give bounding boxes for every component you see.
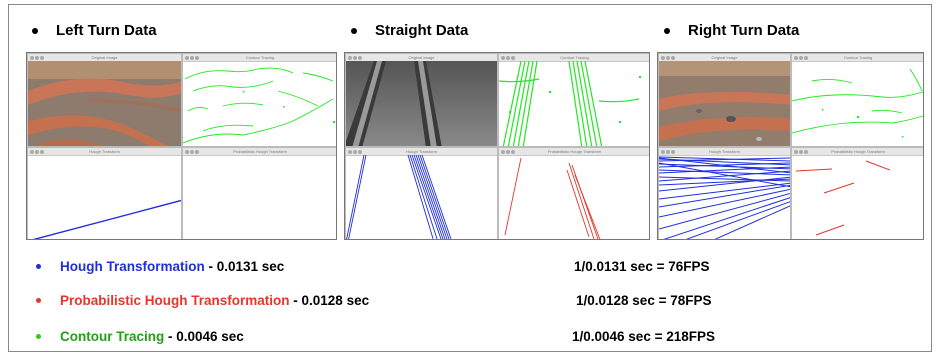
stat-hough: Hough Transformation - 0.0131 sec (36, 259, 284, 274)
window-hough-transform[interactable]: Hough Transform (658, 147, 791, 239)
stat-time: - 0.0128 sec (289, 293, 370, 308)
stat-time: - 0.0046 sec (164, 329, 244, 344)
bullet-icon (36, 264, 41, 269)
stat-time: - 0.0131 sec (204, 259, 285, 274)
window-title: Probabilistic Hough Transform (831, 149, 885, 154)
mars-terrain-image (659, 61, 790, 146)
window-contour-tracing[interactable]: Contour Tracing (791, 53, 923, 147)
window-title: Original Image (91, 55, 118, 60)
hough-output (659, 156, 790, 239)
heading-left-turn: Left Turn Data (32, 22, 157, 39)
window-title: Original Image (408, 55, 435, 60)
fps-probabilistic-hough: 1/0.0128 sec = 78FPS (576, 293, 712, 308)
contour-output (792, 68, 923, 138)
window-probabilistic-hough[interactable]: Probabilistic Hough Transform (791, 147, 923, 239)
window-contour-tracing[interactable]: Contour Tracing (182, 53, 336, 147)
bullet-icon (36, 334, 41, 339)
window-title: Hough Transform (406, 149, 437, 154)
panel-straight: Original Image Contour Tracing Hough Tra… (344, 52, 650, 240)
prob-hough-output (183, 155, 337, 240)
bullet-icon (36, 298, 41, 303)
window-title: Probabilistic Hough Transform (233, 149, 287, 154)
window-title: Hough Transform (89, 149, 120, 154)
heading-text: Right Turn Data (688, 22, 800, 39)
stat-contour-tracing: Contour Tracing - 0.0046 sec (36, 329, 244, 344)
mars-terrain-image (28, 61, 181, 146)
prob-hough-output (795, 160, 891, 236)
window-contour-tracing[interactable]: Contour Tracing (498, 53, 649, 147)
bullet-icon (664, 27, 670, 34)
stat-name: Probabilistic Hough Transformation (60, 293, 290, 308)
grayscale-track-image (346, 61, 497, 146)
window-hough-transform[interactable]: Hough Transform (345, 147, 498, 239)
contour-output (183, 67, 335, 144)
panel-right-turn: Original Image Contour Tracing Hough Tra… (657, 52, 924, 240)
contour-output (499, 61, 641, 146)
window-original-image[interactable]: Original Image (27, 53, 182, 147)
prob-hough-output (504, 157, 601, 239)
window-title: Contour Tracing (560, 55, 589, 60)
hough-output (32, 199, 181, 239)
heading-text: Straight Data (375, 22, 469, 39)
window-original-image[interactable]: Original Image (345, 53, 498, 147)
bullet-icon (32, 27, 38, 34)
window-probabilistic-hough[interactable]: Probabilistic Hough Transform (498, 147, 649, 239)
window-hough-transform[interactable]: Hough Transform (27, 147, 182, 239)
stat-probabilistic-hough: Probabilistic Hough Transformation - 0.0… (36, 293, 369, 308)
fps-hough: 1/0.0131 sec = 76FPS (574, 259, 710, 274)
heading-right-turn: Right Turn Data (664, 22, 799, 39)
window-title: Contour Tracing (843, 55, 873, 60)
window-title: Probabilistic Hough Transform (547, 149, 602, 154)
hough-output (346, 155, 452, 239)
bullet-icon (351, 27, 357, 34)
window-title: Contour Tracing (245, 55, 275, 60)
window-title: Original Image (711, 55, 738, 60)
stat-name: Contour Tracing (60, 329, 165, 344)
window-title: Hough Transform (709, 149, 740, 154)
window-probabilistic-hough[interactable]: Probabilistic Hough Transform (182, 147, 337, 240)
heading-straight: Straight Data (351, 22, 468, 39)
panel-left-turn: Original Image Contour Tracing (26, 52, 337, 240)
fps-contour-tracing: 1/0.0046 sec = 218FPS (572, 329, 715, 344)
stat-name: Hough Transformation (60, 259, 205, 274)
window-original-image[interactable]: Original Image (658, 53, 791, 147)
heading-text: Left Turn Data (56, 22, 157, 39)
